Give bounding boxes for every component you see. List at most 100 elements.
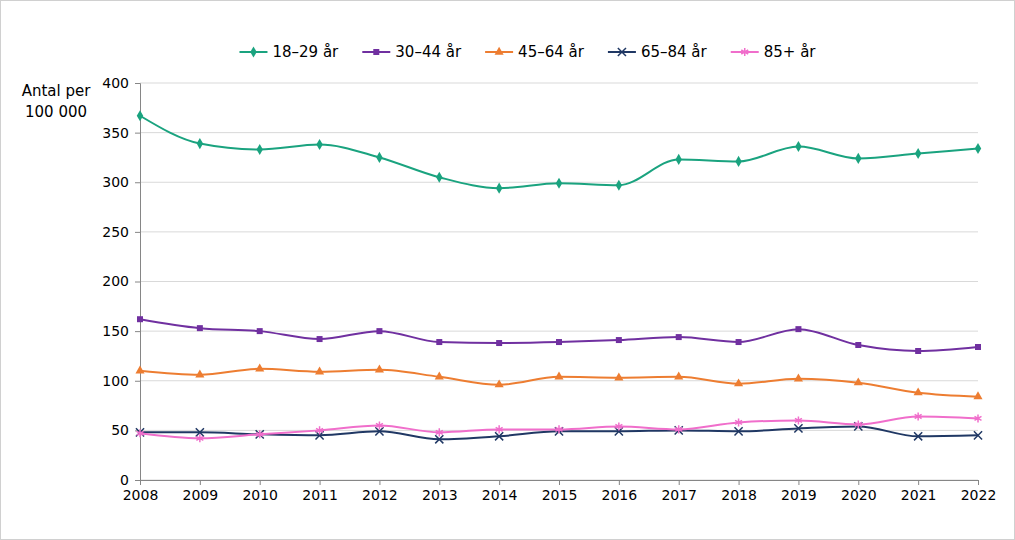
y-tick-mark [135,381,140,382]
plot-area [135,110,982,443]
series-marker [854,377,863,385]
x-tick: 2009 [183,480,219,503]
series-marker [556,339,562,345]
y-tick-mark [135,282,140,283]
series-marker [794,374,803,382]
series-marker [195,370,204,378]
series-marker [855,153,861,164]
series-marker [914,432,922,440]
series-marker [137,429,144,437]
legend-item: 65–84 år [608,43,708,61]
series-marker [255,364,264,372]
series-marker [496,183,502,194]
series-marker [435,435,443,443]
y-tick-label: 150 [102,323,129,339]
grid [140,83,978,480]
series-marker [615,422,622,430]
series-marker [495,432,503,440]
x-axis-line [141,481,979,486]
x-tick-mark [918,480,919,485]
legend-marker [373,49,379,55]
x-tick-mark [798,480,799,485]
series-line [140,319,978,351]
x-tick-label: 2008 [123,487,159,503]
x-tick-mark [140,480,141,485]
series-marker [436,172,442,183]
x-tick: 2008 [123,480,159,503]
series-marker [735,418,742,426]
series-marker [616,180,622,191]
y-tick-label: 350 [102,125,129,141]
legend-marker [250,46,256,57]
chart-frame [1,1,1015,540]
x-tick-label: 2017 [661,487,697,503]
series-marker [137,110,143,121]
series-marker [915,412,922,420]
y-tick: 350 [102,125,140,141]
series-marker [734,427,742,435]
series-marker [315,367,324,375]
legend-item: 18–29 år [239,43,339,61]
x-tick-mark [200,480,201,485]
series-marker [197,325,203,331]
y-tick-mark [135,480,140,481]
y-tick-mark [135,83,140,84]
x-tick: 2019 [781,480,817,503]
x-tick-mark [320,480,321,485]
series-marker [795,326,801,332]
legend-marker [495,47,504,55]
legend-marker [741,48,748,56]
series-marker [556,425,563,433]
x-tick-label: 2018 [721,487,757,503]
series-marker [676,334,682,340]
series-marker [135,366,144,374]
x-tick-mark [739,480,740,485]
series-marker [974,431,982,439]
series-marker [435,372,444,380]
y-tick: 300 [102,174,140,190]
legend-label: 18–29 år [272,43,339,61]
series-marker [196,434,203,442]
x-tick: 2013 [422,480,458,503]
legend-item: 85+ år [731,43,817,61]
series-marker [614,373,623,381]
legend-item: 30–44 år [362,43,462,61]
x-tick: 2014 [482,480,518,503]
x-tick: 2010 [242,480,278,503]
x-tick-label: 2020 [841,487,877,503]
series-marker [495,379,504,387]
x-tick-mark [858,480,859,485]
series-marker [915,348,921,354]
grid-line [140,132,978,133]
x-tick: 2018 [721,480,757,503]
series-marker [735,156,741,167]
x-tick-label: 2021 [901,487,937,503]
y-axis-line [135,84,141,481]
y-tick-mark [135,133,140,134]
series-marker [674,372,683,380]
y-tick: 0 [120,472,140,488]
series-marker [436,339,442,345]
y-axis-title-line: 100 000 [25,103,87,121]
y-axis-title: Antal per100 000 [22,82,92,121]
series-marker [855,420,862,428]
x-tick: 2020 [841,480,877,503]
x-tick-mark [379,480,380,485]
y-tick-label: 200 [102,273,129,289]
x-tick-mark [260,480,261,485]
series-marker [197,138,203,149]
series-marker [137,316,143,322]
grid-line [140,281,978,282]
series-marker [975,414,982,422]
legend-marker [618,48,626,56]
series-marker [317,336,323,342]
x-tick-label: 2019 [781,487,817,503]
y-tick: 100 [102,373,140,389]
series-marker [915,148,921,159]
y-tick-label: 100 [102,373,129,389]
grid-line [140,83,978,84]
series-marker [136,428,144,436]
y-tick: 150 [102,323,140,339]
y-tick: 250 [102,224,140,240]
series-line [140,416,978,438]
